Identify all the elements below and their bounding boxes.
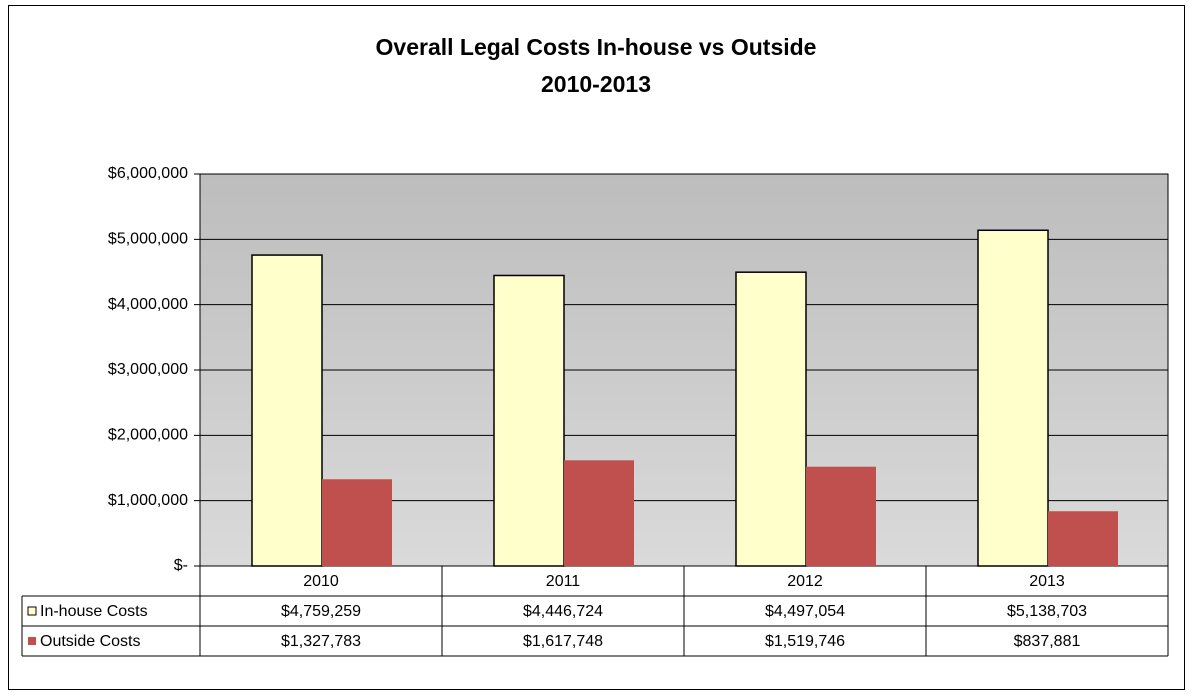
bar	[493, 274, 565, 567]
x-tick-label: 2010	[303, 573, 339, 590]
table-value: $4,497,054	[765, 603, 845, 620]
chart-title: Overall Legal Costs In-house vs Outside	[376, 34, 817, 60]
y-tick-label: $6,000,000	[108, 165, 188, 182]
legend-label: In-house Costs	[40, 603, 148, 620]
bar	[251, 254, 323, 567]
table-value: $1,519,746	[765, 633, 845, 650]
legend-key	[27, 606, 37, 616]
table-value: $1,617,748	[523, 633, 603, 650]
y-tick-label: $4,000,000	[108, 296, 188, 313]
bar	[806, 466, 876, 566]
y-tick-label: $-	[174, 557, 188, 574]
table-value: $4,759,259	[281, 603, 361, 620]
bar	[977, 229, 1049, 567]
bar	[564, 460, 634, 566]
table-value: $837,881	[1014, 633, 1081, 650]
y-tick-label: $3,000,000	[108, 361, 188, 378]
chart-subtitle: 2010-2013	[541, 71, 651, 97]
bar	[322, 479, 392, 566]
table-value: $4,446,724	[523, 603, 603, 620]
legend-key	[28, 637, 36, 645]
y-tick-label: $5,000,000	[108, 231, 188, 248]
y-tick-label: $2,000,000	[108, 427, 188, 444]
table-value: $1,327,783	[281, 633, 361, 650]
table-value: $5,138,703	[1007, 603, 1087, 620]
y-tick-label: $1,000,000	[108, 492, 188, 509]
bar	[735, 271, 807, 567]
x-tick-label: 2011	[546, 573, 581, 590]
x-tick-label: 2012	[787, 573, 823, 590]
legend-label: Outside Costs	[40, 633, 140, 650]
x-tick-label: 2013	[1029, 573, 1065, 590]
bar	[1048, 511, 1118, 566]
